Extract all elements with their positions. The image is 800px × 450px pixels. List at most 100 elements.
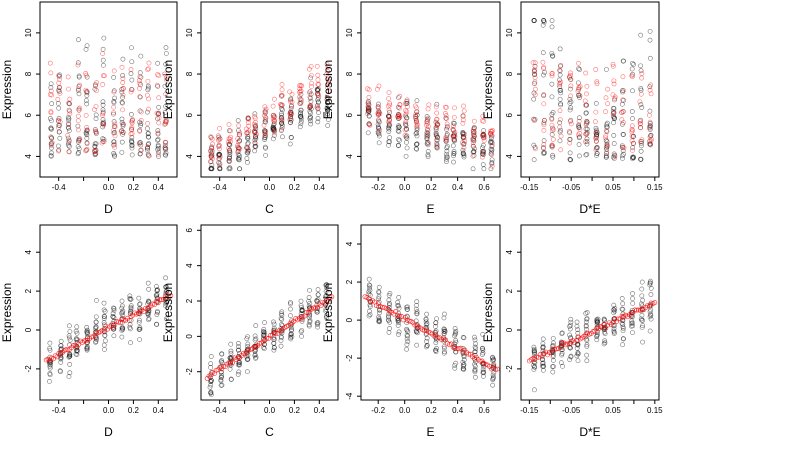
data-point-red bbox=[270, 103, 276, 109]
data-point bbox=[66, 374, 72, 379]
fitted-point bbox=[456, 346, 462, 352]
data-point bbox=[136, 295, 142, 301]
data-point-red bbox=[489, 142, 495, 148]
data-point bbox=[471, 146, 477, 152]
data-point bbox=[396, 329, 402, 335]
data-point bbox=[111, 315, 117, 321]
data-point bbox=[557, 72, 563, 78]
fitted-point bbox=[329, 294, 335, 300]
data-point bbox=[386, 297, 392, 303]
data-point bbox=[583, 152, 589, 158]
data-point bbox=[58, 347, 64, 353]
data-point bbox=[288, 112, 294, 117]
data-point bbox=[101, 307, 107, 313]
data-point bbox=[111, 333, 117, 339]
data-point bbox=[366, 308, 372, 314]
data-point bbox=[611, 151, 617, 157]
data-point bbox=[396, 143, 401, 149]
x-tick-label: 0.4 bbox=[153, 406, 165, 415]
data-point-red bbox=[592, 119, 598, 125]
data-point-red bbox=[637, 139, 643, 145]
data-point bbox=[377, 119, 382, 125]
data-point bbox=[366, 282, 372, 288]
data-point bbox=[577, 67, 583, 72]
data-point-red bbox=[217, 154, 223, 160]
fitted-point bbox=[494, 366, 500, 372]
data-point-red bbox=[217, 146, 222, 152]
data-point bbox=[480, 162, 486, 168]
data-point-red bbox=[593, 135, 598, 141]
data-point-red bbox=[278, 126, 284, 132]
data-point bbox=[621, 336, 626, 342]
data-point-red bbox=[101, 73, 107, 79]
data-point-red bbox=[65, 74, 71, 80]
data-point bbox=[583, 319, 589, 325]
data-point-red bbox=[450, 126, 456, 132]
data-point-red bbox=[120, 80, 126, 86]
data-point-red bbox=[434, 110, 440, 116]
y-tick-label: 0 bbox=[505, 327, 514, 332]
points-red bbox=[43, 292, 174, 363]
data-point-red bbox=[226, 139, 231, 145]
data-point bbox=[145, 280, 151, 286]
data-point-red bbox=[611, 81, 617, 87]
data-point bbox=[629, 109, 635, 114]
data-point bbox=[583, 311, 589, 316]
data-point-red bbox=[252, 128, 257, 134]
data-point-red bbox=[412, 103, 418, 109]
y-axis-label: Expression bbox=[481, 283, 495, 342]
data-point-red bbox=[75, 118, 81, 124]
data-point bbox=[602, 338, 608, 344]
data-point bbox=[550, 336, 556, 341]
data-point-red bbox=[460, 113, 466, 119]
points-black bbox=[366, 276, 497, 388]
y-tick-label: 0 bbox=[185, 334, 194, 339]
data-point bbox=[83, 98, 89, 103]
data-point bbox=[227, 154, 232, 159]
data-point bbox=[460, 334, 466, 340]
data-point bbox=[262, 320, 267, 325]
data-point bbox=[403, 153, 409, 159]
data-point-red bbox=[226, 149, 232, 155]
data-point-red bbox=[75, 62, 81, 68]
data-point bbox=[451, 159, 456, 165]
data-point bbox=[137, 70, 143, 76]
data-point bbox=[532, 349, 538, 355]
data-point-red bbox=[128, 67, 134, 72]
data-point bbox=[67, 370, 73, 376]
data-point bbox=[461, 152, 467, 158]
y-tick-label: 4 bbox=[505, 249, 514, 254]
data-point bbox=[619, 101, 625, 107]
data-point bbox=[146, 299, 152, 305]
data-point bbox=[638, 68, 644, 74]
data-point bbox=[444, 143, 450, 149]
data-point bbox=[324, 285, 330, 291]
points-red bbox=[526, 300, 658, 364]
data-point bbox=[208, 165, 214, 171]
data-point bbox=[75, 144, 81, 150]
data-point-red bbox=[93, 83, 99, 89]
data-point-red bbox=[405, 104, 410, 109]
data-point bbox=[137, 94, 143, 100]
data-point-red bbox=[228, 134, 233, 140]
data-point bbox=[480, 370, 486, 376]
data-point-red bbox=[270, 116, 276, 122]
fitted-point bbox=[632, 307, 638, 313]
data-point bbox=[386, 142, 391, 148]
y-tick-label: 6 bbox=[24, 112, 33, 117]
data-point bbox=[308, 110, 313, 116]
data-point-red bbox=[209, 149, 215, 154]
data-point-red bbox=[162, 145, 168, 151]
data-point bbox=[323, 289, 329, 294]
data-point bbox=[325, 100, 330, 106]
data-point bbox=[472, 349, 478, 355]
x-tick-label: -0.4 bbox=[52, 406, 66, 415]
data-point bbox=[144, 126, 150, 132]
data-point bbox=[549, 347, 555, 353]
data-point-red bbox=[137, 94, 143, 100]
data-point bbox=[444, 156, 449, 162]
data-point bbox=[237, 166, 243, 172]
data-point bbox=[306, 295, 312, 300]
data-point bbox=[219, 351, 225, 357]
data-point bbox=[365, 107, 371, 113]
